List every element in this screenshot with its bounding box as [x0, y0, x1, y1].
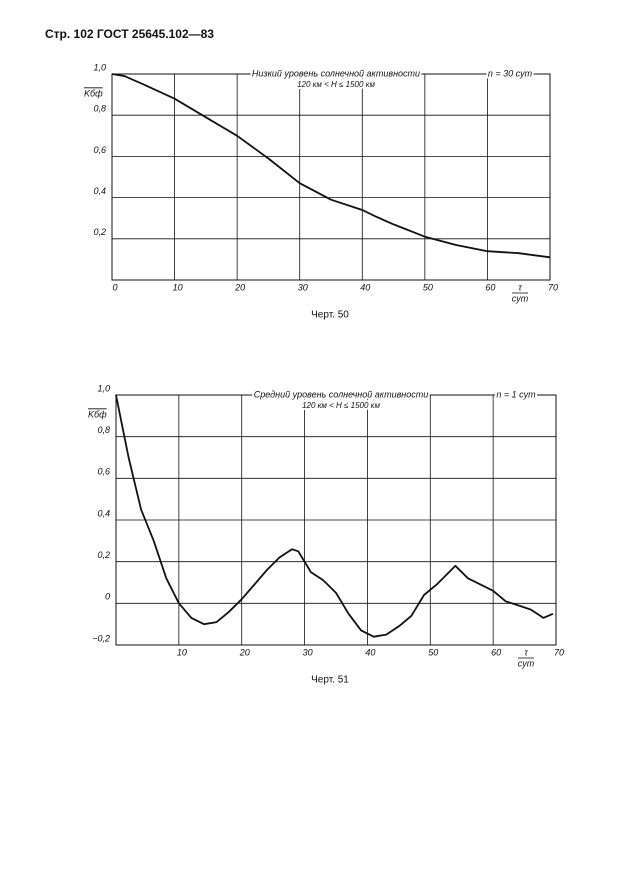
y-tick-label: 0,6	[97, 467, 110, 477]
x-tick-label: 0	[112, 282, 117, 292]
y-tick-label: 0,2	[93, 227, 106, 237]
y-tick-label: 1,0	[97, 383, 110, 393]
chart-caption: Черт. 50	[311, 310, 349, 321]
y-tick-label: −0,2	[92, 633, 110, 643]
y-tick-label: 0,2	[97, 550, 110, 560]
x-tick-label: 30	[298, 282, 308, 292]
x-tick-label: 40	[360, 282, 370, 292]
chart-annotation: n = 30 сут	[488, 68, 533, 78]
y-tick-label: 0,8	[93, 104, 106, 114]
chart-subtitle: 120 км < H ≤ 1500 км	[297, 80, 375, 89]
x-axis-label: сут	[518, 658, 535, 668]
x-tick-label: 20	[234, 282, 245, 292]
x-tick-label: 10	[177, 647, 187, 657]
x-tick-label: 10	[173, 282, 183, 292]
data-line	[115, 394, 554, 638]
y-axis-label: Kбф	[88, 409, 107, 419]
x-tick-label: 60	[485, 282, 495, 292]
chart-title: Средний уровень солнечной активности	[254, 389, 429, 399]
data-line	[111, 73, 551, 259]
x-tick-label: 50	[423, 282, 433, 292]
x-axis-label: сут	[512, 293, 529, 303]
y-axis-label: Kбф	[84, 88, 103, 98]
x-tick-label: 30	[303, 647, 313, 657]
x-tick-label: 70	[554, 647, 564, 657]
y-tick-label: 1,0	[93, 62, 106, 72]
chart-subtitle: 120 км < H ≤ 1500 км	[302, 401, 380, 410]
y-tick-label: 0	[105, 592, 110, 602]
y-tick-label: 0,6	[93, 145, 106, 155]
y-tick-label: 0,8	[97, 425, 110, 435]
x-tick-label: 70	[548, 282, 558, 292]
chart-title: Низкий уровень солнечной активности	[252, 68, 420, 78]
chart-caption: Черт. 51	[311, 675, 349, 686]
y-tick-label: 0,4	[93, 186, 106, 196]
x-axis-label: τ	[524, 647, 528, 657]
x-tick-label: 50	[428, 647, 438, 657]
x-tick-label: 40	[365, 647, 375, 657]
chart-annotation: n = 1 сут	[496, 389, 536, 399]
y-tick-label: 0,4	[97, 508, 110, 518]
x-tick-label: 20	[239, 647, 250, 657]
page-header: Стр. 102 ГОСТ 25645.102—83	[45, 27, 214, 41]
x-tick-label: 60	[491, 647, 501, 657]
x-axis-label: τ	[518, 282, 522, 292]
